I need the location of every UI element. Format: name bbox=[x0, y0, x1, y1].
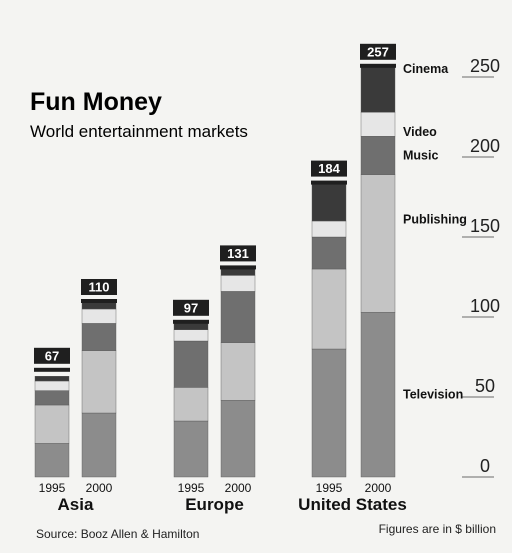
bar-segment-cinema bbox=[311, 182, 347, 222]
bar-segment-publishing bbox=[220, 342, 256, 401]
bar-segment-video bbox=[173, 329, 209, 342]
total-label-box bbox=[311, 160, 347, 177]
x-tick-year: 1995 bbox=[316, 481, 343, 495]
bar-segment-cinema bbox=[34, 376, 70, 382]
bar-segment-video bbox=[360, 111, 396, 137]
bar-top-cap bbox=[220, 265, 256, 270]
bar-top-cap bbox=[81, 299, 117, 303]
region-label: Asia bbox=[58, 495, 94, 514]
total-label-box bbox=[34, 347, 70, 364]
chart-subtitle: World entertainment markets bbox=[30, 122, 248, 141]
bar-top-cap bbox=[360, 63, 396, 68]
bar-top-cap bbox=[173, 319, 209, 324]
bar-segment-television bbox=[81, 412, 117, 478]
bar-segment-music bbox=[311, 236, 347, 270]
series-label-publishing: Publishing bbox=[403, 213, 467, 227]
bar-segment-publishing bbox=[360, 174, 396, 313]
series-label-video: Video bbox=[403, 125, 437, 139]
total-label-box bbox=[81, 279, 117, 295]
bar-segment-music bbox=[34, 390, 70, 406]
bar-segment-music bbox=[173, 340, 209, 388]
region-label: United States bbox=[298, 495, 407, 514]
bar-asia-2000: 110 bbox=[81, 279, 117, 478]
series-label-television: Television bbox=[403, 388, 463, 402]
bar-united-states-1995: 184 bbox=[311, 160, 347, 478]
bar-europe-2000: 131 bbox=[220, 245, 256, 478]
bar-total-label: 67 bbox=[45, 348, 59, 363]
total-label-box bbox=[173, 299, 209, 316]
total-label-box bbox=[360, 43, 396, 60]
x-tick-year: 2000 bbox=[225, 481, 252, 495]
bar-segment-television bbox=[311, 348, 347, 478]
bar-segment-music bbox=[220, 291, 256, 343]
bar-segment-publishing bbox=[81, 350, 117, 414]
bar-segment-television bbox=[34, 443, 70, 478]
bar-segment-video bbox=[81, 308, 117, 324]
x-tick-year: 1995 bbox=[39, 481, 66, 495]
y-tick-label: 200 bbox=[470, 136, 500, 156]
source-note: Source: Booz Allen & Hamilton bbox=[36, 527, 199, 541]
bar-segment-publishing bbox=[173, 387, 209, 422]
x-tick-year: 2000 bbox=[86, 481, 113, 495]
y-tick-label: 50 bbox=[475, 376, 495, 396]
series-labels: Cinema Video Music Publishing Television bbox=[403, 62, 467, 402]
x-tick-year: 1995 bbox=[178, 481, 205, 495]
y-tick-label: 0 bbox=[480, 456, 490, 476]
y-tick-label: 100 bbox=[470, 296, 500, 316]
bars: 67 110 97 131 184 257 bbox=[34, 43, 396, 478]
bar-segment-cinema bbox=[360, 65, 396, 113]
bar-segment-television bbox=[360, 312, 396, 478]
units-note: Figures are in $ billion bbox=[379, 522, 496, 536]
series-label-music: Music bbox=[403, 148, 438, 162]
bar-united-states-2000: 257 bbox=[360, 43, 396, 478]
bar-segment-publishing bbox=[311, 268, 347, 350]
y-tick-label: 250 bbox=[470, 56, 500, 76]
bar-top-cap bbox=[311, 180, 347, 185]
bar-segment-video bbox=[34, 380, 70, 391]
bar-segment-television bbox=[220, 400, 256, 478]
y-axis: 0 50 100 150 200 250 bbox=[462, 56, 500, 478]
bar-total-label: 184 bbox=[318, 161, 340, 176]
bar-total-label: 110 bbox=[89, 280, 110, 295]
series-label-cinema: Cinema bbox=[403, 62, 449, 76]
bar-total-label: 131 bbox=[227, 246, 249, 261]
bar-total-label: 257 bbox=[367, 44, 389, 59]
bar-europe-1995: 97 bbox=[173, 299, 209, 478]
bar-segment-music bbox=[360, 135, 396, 175]
bar-asia-1995: 67 bbox=[34, 347, 70, 478]
bar-top-cap bbox=[34, 367, 70, 372]
bar-segment-video bbox=[311, 220, 347, 238]
bar-segment-video bbox=[220, 275, 256, 292]
bar-total-label: 97 bbox=[184, 300, 198, 315]
bar-segment-music bbox=[81, 323, 117, 351]
y-tick-label: 150 bbox=[470, 216, 500, 236]
total-label-box bbox=[220, 245, 256, 262]
bar-segment-publishing bbox=[34, 404, 70, 444]
x-tick-year: 2000 bbox=[365, 481, 392, 495]
bar-segment-television bbox=[173, 420, 209, 478]
chart-title: Fun Money bbox=[30, 88, 162, 116]
region-label: Europe bbox=[185, 495, 244, 514]
